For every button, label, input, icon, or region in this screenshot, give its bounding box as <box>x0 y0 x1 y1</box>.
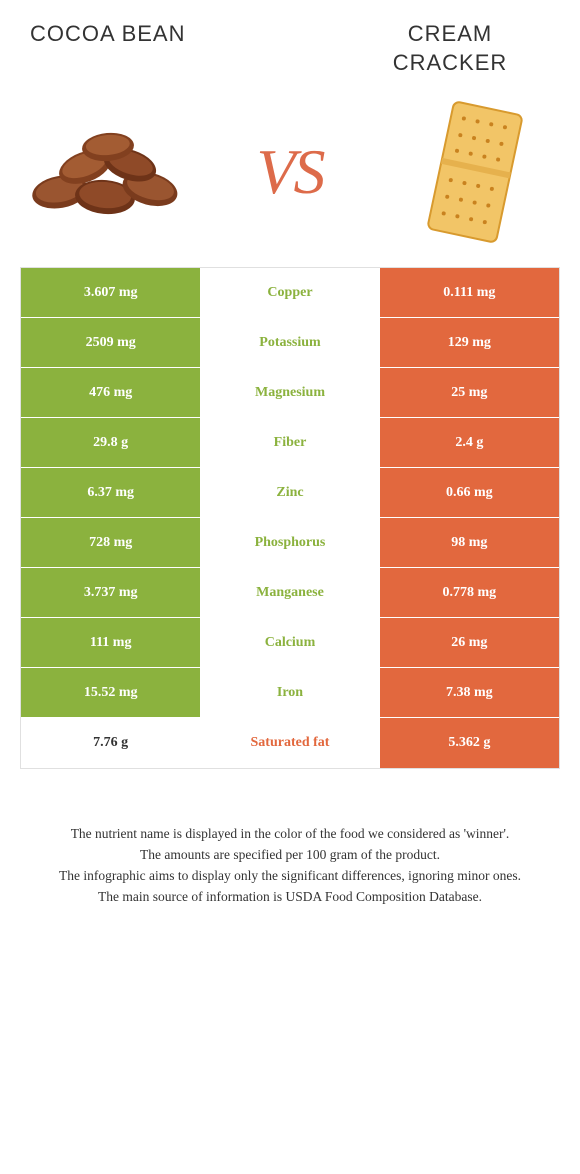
footer-line: The infographic aims to display only the… <box>30 866 550 887</box>
footer-line: The nutrient name is displayed in the co… <box>30 824 550 845</box>
nutrient-label: Copper <box>200 268 379 317</box>
table-row: 728 mgPhosphorus98 mg <box>21 518 559 568</box>
left-value: 728 mg <box>21 518 200 567</box>
left-value: 111 mg <box>21 618 200 667</box>
left-value: 3.737 mg <box>21 568 200 617</box>
nutrient-label: Fiber <box>200 418 379 467</box>
table-row: 6.37 mgZinc0.66 mg <box>21 468 559 518</box>
left-value: 2509 mg <box>21 318 200 367</box>
cream-cracker-image <box>390 97 560 247</box>
table-row: 3.737 mgManganese0.778 mg <box>21 568 559 618</box>
nutrient-label: Zinc <box>200 468 379 517</box>
right-value: 0.111 mg <box>380 268 559 317</box>
left-value: 6.37 mg <box>21 468 200 517</box>
nutrient-label: Manganese <box>200 568 379 617</box>
nutrient-label: Magnesium <box>200 368 379 417</box>
table-row: 15.52 mgIron7.38 mg <box>21 668 559 718</box>
right-value: 7.38 mg <box>380 668 559 717</box>
right-value: 98 mg <box>380 518 559 567</box>
cocoa-bean-image <box>20 97 190 247</box>
right-value: 26 mg <box>380 618 559 667</box>
right-value: 2.4 g <box>380 418 559 467</box>
table-row: 111 mgCalcium26 mg <box>21 618 559 668</box>
vs-row: VS <box>0 87 580 267</box>
right-value: 5.362 g <box>380 718 559 768</box>
header: COCOA BEAN CREAM CRACKER <box>0 0 580 87</box>
table-row: 3.607 mgCopper0.111 mg <box>21 268 559 318</box>
left-value: 15.52 mg <box>21 668 200 717</box>
left-value: 3.607 mg <box>21 268 200 317</box>
nutrient-label: Iron <box>200 668 379 717</box>
left-value: 476 mg <box>21 368 200 417</box>
nutrient-label: Phosphorus <box>200 518 379 567</box>
right-value: 25 mg <box>380 368 559 417</box>
right-value: 0.778 mg <box>380 568 559 617</box>
title-right: CREAM CRACKER <box>350 20 550 77</box>
nutrient-label: Saturated fat <box>200 718 379 768</box>
vs-label: VS <box>256 135 323 209</box>
title-left: COCOA BEAN <box>30 20 230 77</box>
left-value: 7.76 g <box>21 718 200 768</box>
left-value: 29.8 g <box>21 418 200 467</box>
table-row: 2509 mgPotassium129 mg <box>21 318 559 368</box>
nutrient-label: Calcium <box>200 618 379 667</box>
footer-line: The main source of information is USDA F… <box>30 887 550 908</box>
table-row: 29.8 gFiber2.4 g <box>21 418 559 468</box>
footer-notes: The nutrient name is displayed in the co… <box>0 769 580 928</box>
nutrient-label: Potassium <box>200 318 379 367</box>
right-value: 0.66 mg <box>380 468 559 517</box>
table-row: 476 mgMagnesium25 mg <box>21 368 559 418</box>
table-row: 7.76 gSaturated fat5.362 g <box>21 718 559 768</box>
footer-line: The amounts are specified per 100 gram o… <box>30 845 550 866</box>
right-value: 129 mg <box>380 318 559 367</box>
nutrient-table: 3.607 mgCopper0.111 mg2509 mgPotassium12… <box>20 267 560 769</box>
